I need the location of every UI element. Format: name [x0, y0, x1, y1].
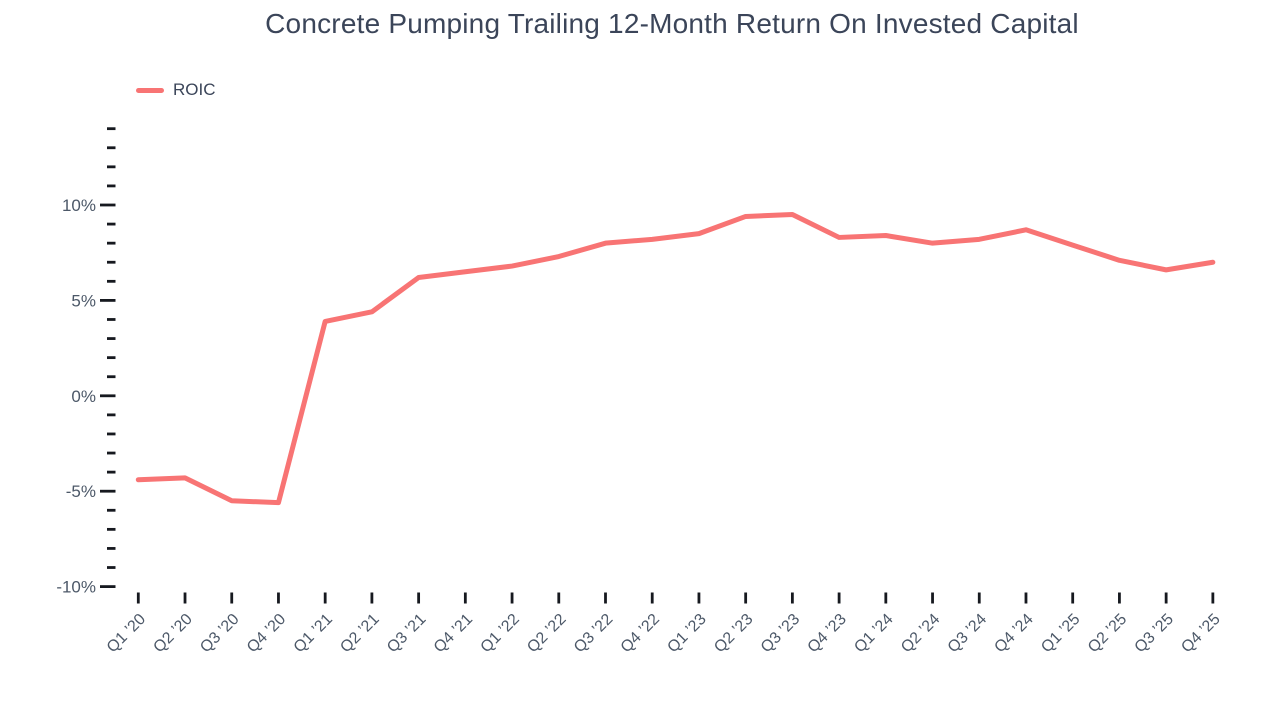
svg-text:5%: 5%	[71, 291, 96, 310]
legend-item-roic[interactable]: ROIC	[136, 80, 216, 100]
y-axis-labels: 10% 5% 0% -5% -10%	[56, 196, 96, 597]
x-axis-ticks	[136, 592, 1215, 604]
legend: ROIC	[136, 80, 216, 100]
svg-text:Q4 ’21: Q4 ’21	[431, 611, 476, 656]
svg-text:Q2 ’22: Q2 ’22	[524, 611, 569, 656]
svg-text:10%: 10%	[62, 196, 96, 215]
svg-text:Q2 ’20: Q2 ’20	[150, 611, 195, 656]
roic-line	[135, 212, 1216, 506]
svg-text:Q4 ’23: Q4 ’23	[805, 611, 850, 656]
svg-text:Q3 ’22: Q3 ’22	[571, 611, 616, 656]
svg-text:Q4 ’20: Q4 ’20	[244, 611, 289, 656]
svg-text:Q1 ’25: Q1 ’25	[1038, 611, 1083, 656]
svg-text:Q3 ’20: Q3 ’20	[197, 611, 242, 656]
svg-text:0%: 0%	[71, 387, 96, 406]
svg-text:Q1 ’22: Q1 ’22	[478, 611, 523, 656]
svg-text:Q3 ’23: Q3 ’23	[758, 611, 803, 656]
svg-text:Q1 ’23: Q1 ’23	[664, 611, 709, 656]
svg-text:-10%: -10%	[56, 578, 96, 597]
svg-text:Q1 ’20: Q1 ’20	[104, 611, 149, 656]
legend-line-swatch-icon	[136, 87, 164, 93]
svg-text:Q2 ’23: Q2 ’23	[711, 611, 756, 656]
svg-text:Q3 ’21: Q3 ’21	[384, 611, 429, 656]
y-axis-ticks	[100, 127, 116, 588]
svg-text:Q2 ’25: Q2 ’25	[1085, 611, 1130, 656]
svg-text:Q1 ’24: Q1 ’24	[851, 611, 896, 656]
svg-text:Q2 ’21: Q2 ’21	[337, 611, 382, 656]
svg-text:Q3 ’25: Q3 ’25	[1132, 611, 1177, 656]
svg-text:Q3 ’24: Q3 ’24	[945, 611, 990, 656]
svg-text:Q4 ’24: Q4 ’24	[991, 611, 1036, 656]
svg-text:-5%: -5%	[66, 482, 96, 501]
svg-text:Q4 ’25: Q4 ’25	[1178, 611, 1223, 656]
x-axis-labels: Q1 ’20 Q2 ’20 Q3 ’20 Q4 ’20 Q1 ’21 Q2 ’21 Q3 ’…	[104, 611, 1224, 656]
svg-text:Q1 ’21: Q1 ’21	[291, 611, 336, 656]
legend-label: ROIC	[173, 80, 216, 99]
svg-text:Q4 ’22: Q4 ’22	[618, 611, 663, 656]
chart-title: Concrete Pumping Trailing 12-Month Retur…	[265, 8, 1079, 39]
svg-text:Q2 ’24: Q2 ’24	[898, 611, 943, 656]
